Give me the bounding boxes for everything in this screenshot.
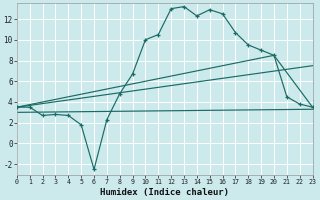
X-axis label: Humidex (Indice chaleur): Humidex (Indice chaleur) bbox=[100, 188, 229, 197]
